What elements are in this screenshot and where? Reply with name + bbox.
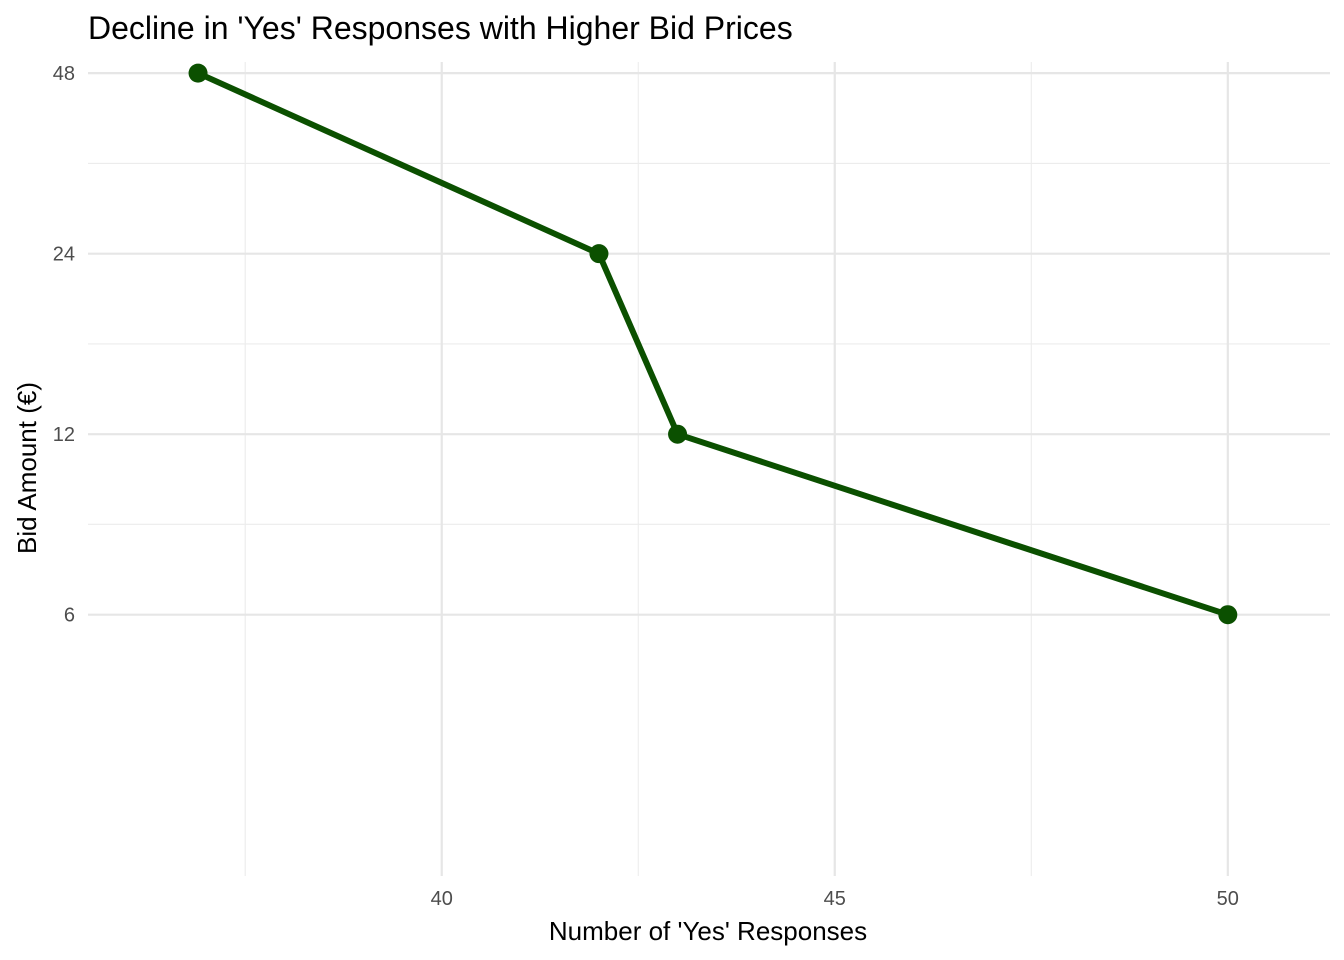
y-tick-label: 6 (64, 605, 75, 627)
x-axis-ticks: 40 45 50 (431, 888, 1239, 910)
data-point (668, 424, 688, 444)
data-point (1218, 605, 1238, 625)
grid (88, 62, 1330, 876)
data-point (589, 244, 609, 264)
series-line (195, 70, 1231, 618)
chart-title: Decline in 'Yes' Responses with Higher B… (88, 10, 793, 46)
y-axis-title: Bid Amount (€) (12, 382, 42, 554)
y-tick-label: 24 (53, 244, 75, 266)
x-axis-title: Number of 'Yes' Responses (549, 916, 867, 946)
x-tick-label: 45 (824, 888, 846, 910)
x-tick-label: 40 (431, 888, 453, 910)
data-points (188, 63, 1238, 625)
y-tick-label: 48 (53, 63, 75, 85)
x-tick-label: 50 (1217, 888, 1239, 910)
series-line-group (195, 70, 1231, 618)
y-axis-ticks: 6 12 24 48 (53, 63, 75, 627)
data-point (188, 63, 208, 83)
y-tick-label: 12 (53, 424, 75, 446)
